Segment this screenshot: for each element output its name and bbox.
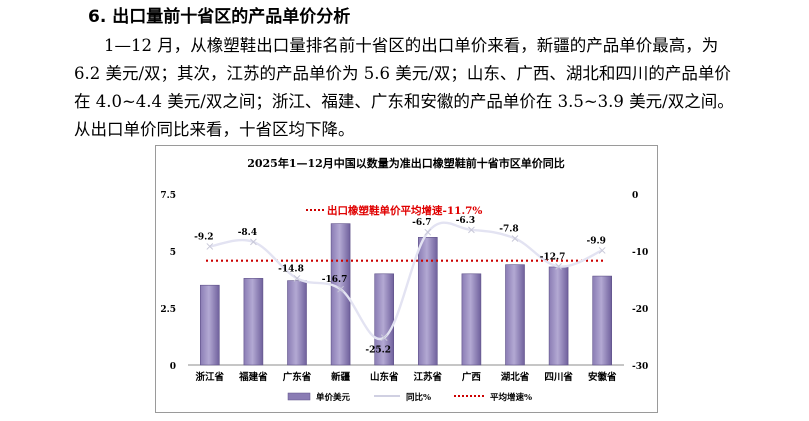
bar-山东省 xyxy=(374,273,394,366)
legend-bar-label: 单价美元 xyxy=(316,392,351,403)
right-tick-label: -20 xyxy=(632,305,648,315)
legend-bar-swatch xyxy=(287,392,311,401)
category-label: 新疆 xyxy=(331,371,351,383)
right-tick-label: 0 xyxy=(632,191,638,201)
yoy-point-广西 xyxy=(468,226,475,234)
chart-legend: 单价美元 同比% 平均增速% xyxy=(287,392,532,403)
yoy-point-湖北省 xyxy=(511,235,519,242)
chart-axes: 0 2.5 5 7.5 -30 -20 -10 0 浙江省 福建省 广东省 新疆 山东省 江苏省 广西 湖北省… xyxy=(160,191,648,383)
yoy-label: -25.2 xyxy=(365,346,391,356)
chart-title: 2025年1—12月中国以数量为准出口橡塑鞋前十省市区单价同比 xyxy=(247,156,565,170)
left-tick-label: 5 xyxy=(170,248,176,258)
left-tick-label: 2.5 xyxy=(160,305,176,315)
yoy-line xyxy=(209,221,603,341)
price-yoy-chart: 2025年1—12月中国以数量为准出口橡塑鞋前十省市区单价同比 0 2.5 5 7.5… xyxy=(160,156,648,403)
bar-江苏省 xyxy=(417,237,438,366)
bar-湖北省 xyxy=(505,264,525,366)
category-label: 湖北省 xyxy=(501,371,530,383)
yoy-line-group xyxy=(206,221,606,341)
yoy-label: -9.9 xyxy=(586,236,605,246)
yoy-point-江苏省 xyxy=(424,228,432,236)
bar-安徽省 xyxy=(592,275,613,366)
category-label: 安徽省 xyxy=(588,371,617,383)
bar-福建省 xyxy=(243,278,264,366)
yoy-label: -16.7 xyxy=(322,275,348,285)
bar-四川省 xyxy=(548,266,569,366)
yoy-label: -7.8 xyxy=(499,224,518,234)
left-tick-label: 0 xyxy=(170,362,176,372)
bar-series xyxy=(199,223,613,366)
data-labels: -9.2 -8.4 -14.8 -16.7 -25.2 -6.7 -6.3 -7.8 -12.7… xyxy=(194,216,606,356)
right-tick-label: -10 xyxy=(632,248,648,258)
bar-广东省 xyxy=(287,280,307,366)
yoy-point-广东省 xyxy=(293,275,301,282)
yoy-point-四川省 xyxy=(555,263,562,270)
chart-frame: 2025年1—12月中国以数量为准出口橡塑鞋前十省市区单价同比 0 2.5 5 7.5… xyxy=(155,145,658,413)
category-label: 四川省 xyxy=(544,371,573,383)
category-label: 广西 xyxy=(462,371,482,383)
section-paragraph: 1—12 月，从橡塑鞋出口量排名前十省区的出口单价来看，新疆的产品单价最高，为 … xyxy=(74,32,746,144)
average-annotation: 出口橡塑鞋单价平均增速-11.7% xyxy=(327,204,482,217)
bar-新疆 xyxy=(330,223,351,366)
right-tick-label: -30 xyxy=(632,362,648,372)
category-label: 江苏省 xyxy=(414,371,443,383)
bar-浙江省 xyxy=(199,284,220,366)
yoy-point-山东省 xyxy=(380,334,388,341)
paragraph-text: 1—12 月，从橡塑鞋出口量排名前十省区的出口单价来看，新疆的产品单价最高，为 … xyxy=(74,36,734,139)
category-label: 广东省 xyxy=(283,371,312,383)
yoy-label: -8.4 xyxy=(238,228,257,238)
yoy-point-安徽省 xyxy=(598,247,606,254)
yoy-label: -6.7 xyxy=(412,218,431,228)
yoy-label: -14.8 xyxy=(278,264,304,274)
yoy-label: -12.7 xyxy=(540,252,566,262)
yoy-label: -9.2 xyxy=(194,232,213,242)
category-label: 浙江省 xyxy=(196,371,225,383)
bar-广西 xyxy=(461,273,482,366)
yoy-point-浙江省 xyxy=(206,243,214,250)
average-line-group: 出口橡塑鞋单价平均增速-11.7% xyxy=(206,204,606,262)
category-label: 山东省 xyxy=(370,371,399,383)
category-label: 福建省 xyxy=(238,371,268,383)
legend-line-label: 同比% xyxy=(406,392,431,403)
left-tick-label: 7.5 xyxy=(160,191,176,201)
legend-average-label: 平均增速% xyxy=(490,392,532,403)
section-heading: 6. 出口量前十省区的产品单价分析 xyxy=(88,7,351,27)
yoy-label: -6.3 xyxy=(456,216,475,226)
yoy-point-新疆 xyxy=(337,285,344,293)
yoy-point-福建省 xyxy=(250,238,257,246)
